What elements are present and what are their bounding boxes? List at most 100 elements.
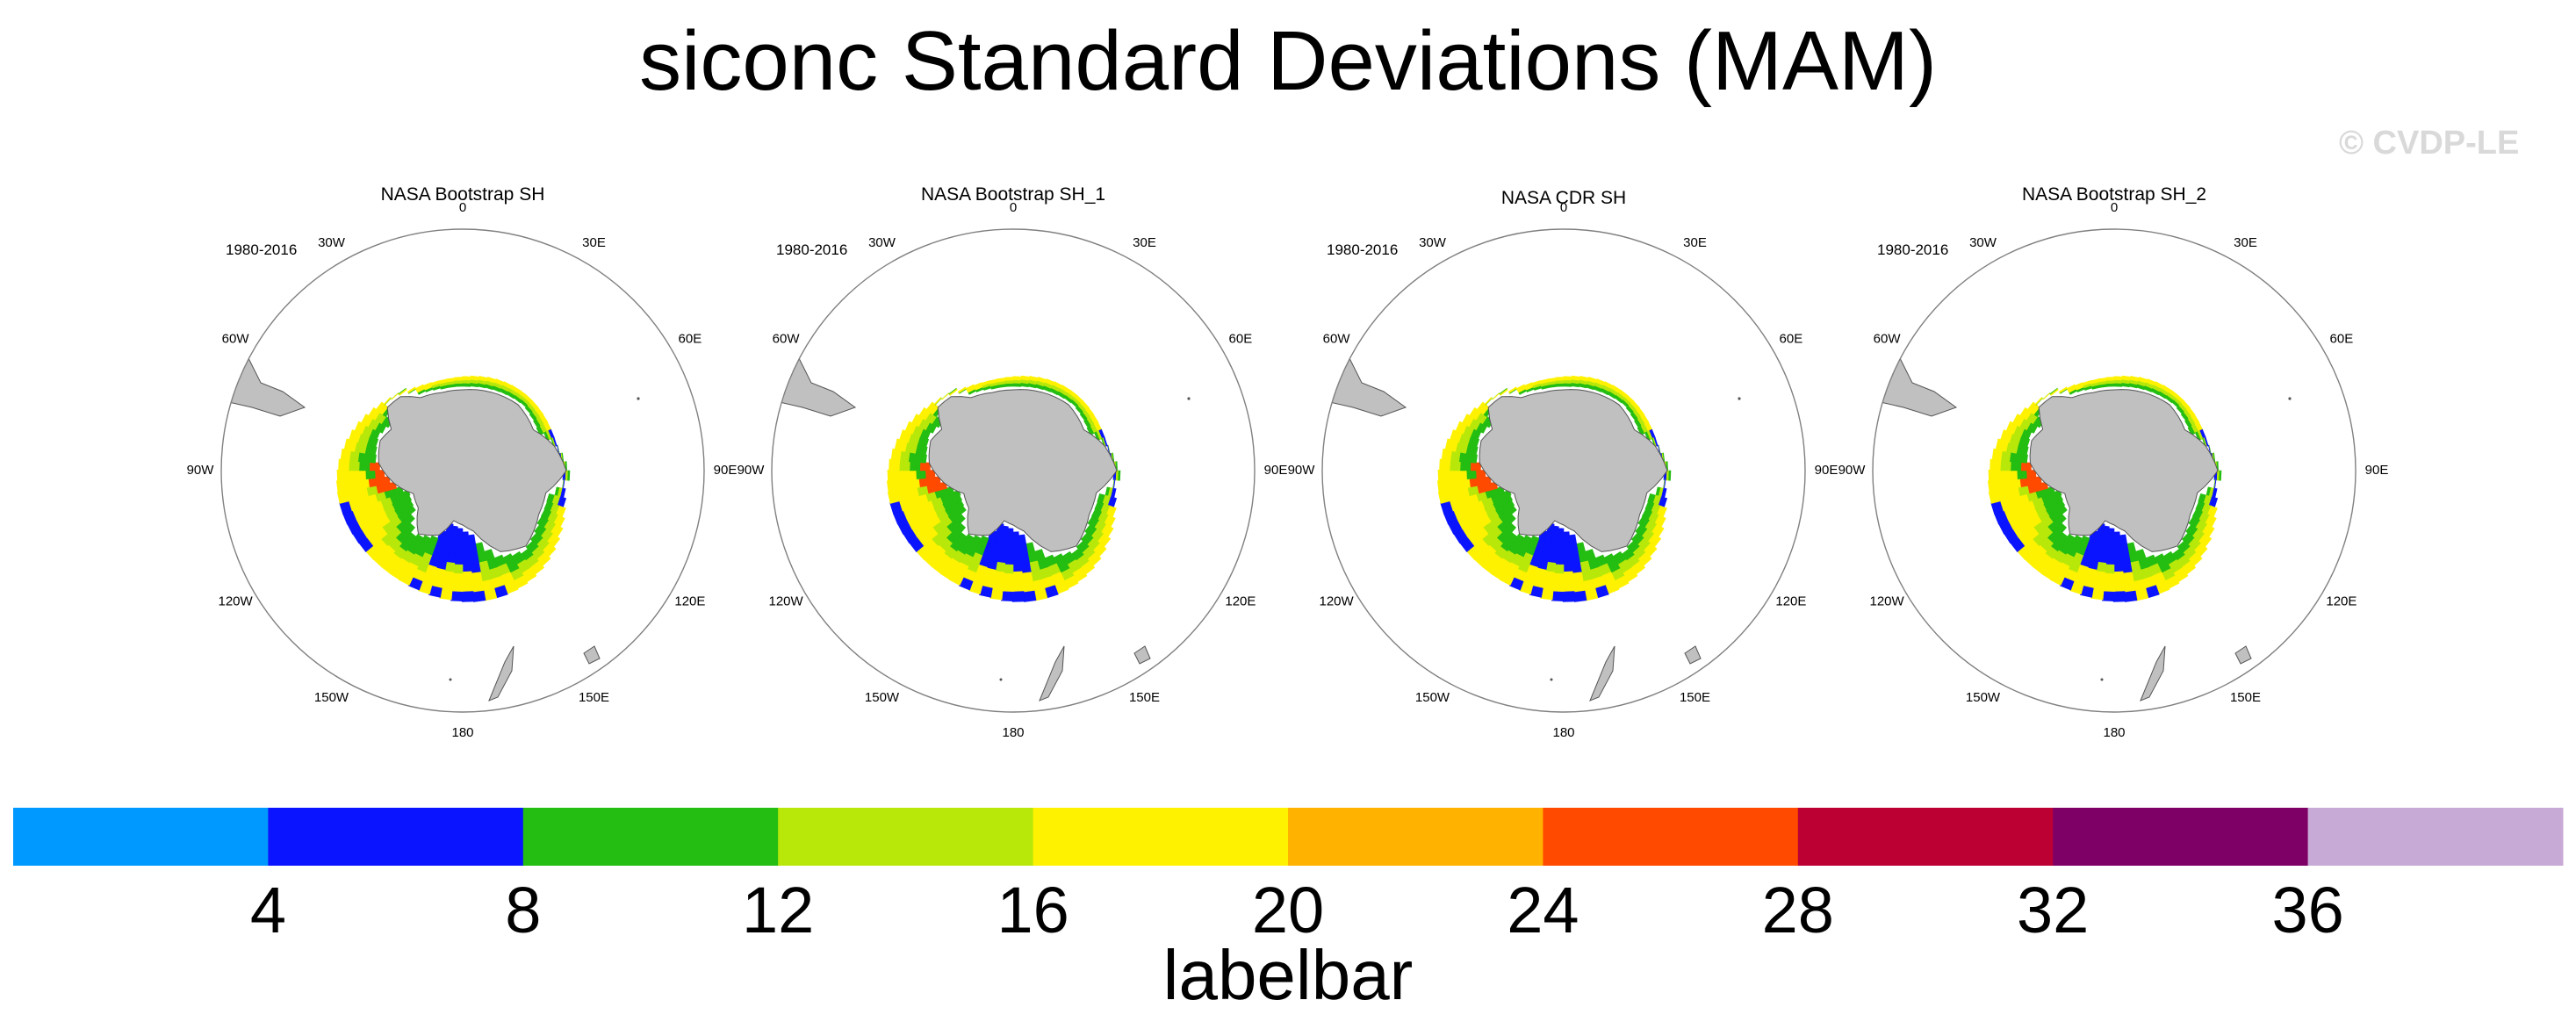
siconc-cell: [335, 479, 349, 493]
siconc-cell: [418, 581, 433, 595]
siconc-cell: [1090, 414, 1099, 425]
siconc-cell: [450, 591, 464, 601]
panel-title: NASA CDR SH: [1501, 188, 1626, 208]
longitude-label: 0: [2111, 200, 2118, 215]
siconc-cell: [1439, 458, 1451, 471]
new-zealand-landmass: [488, 645, 514, 702]
siconc-cell: [461, 591, 475, 602]
island: [637, 397, 640, 400]
siconc-cell: [968, 581, 983, 595]
siconc-cell: [949, 389, 958, 396]
siconc-cell: [1630, 400, 1640, 411]
siconc-cell: [1012, 551, 1022, 563]
siconc-cell: [336, 469, 348, 482]
longitude-label: 120E: [1225, 594, 1256, 608]
siconc-cell: [471, 572, 483, 584]
siconc-cell: [2122, 572, 2134, 584]
siconc-cell: [462, 531, 470, 543]
map-panel: NASA Bootstrap SH_1 1980-2016 0 30E 60E 90E 12…: [738, 184, 1288, 740]
longitude-label: 120W: [1870, 594, 1905, 608]
siconc-cell: [343, 438, 357, 452]
siconc-cell: [428, 585, 443, 598]
longitude-label: 120E: [2326, 594, 2357, 608]
siconc-cell: [1476, 401, 1486, 413]
siconc-cell: [2101, 591, 2115, 601]
siconc-cell: [958, 577, 974, 591]
siconc-cell: [462, 571, 473, 583]
island: [1738, 397, 1741, 400]
siconc-cell: [470, 562, 481, 574]
siconc-cell: [1507, 386, 1517, 393]
siconc-cell: [896, 479, 910, 492]
siconc-cell: [346, 479, 360, 492]
siconc-cell: [2016, 470, 2027, 479]
siconc-cell: [1991, 448, 2003, 462]
siconc-cell: [1484, 397, 1493, 406]
panel-period: 1980-2016: [1327, 241, 1398, 258]
siconc-cell: [1085, 407, 1095, 418]
labelbar-tick: 12: [742, 874, 814, 946]
longitude-label: 30E: [1133, 235, 1156, 250]
siconc-cell: [2113, 541, 2122, 553]
labelbar-tick: 36: [2271, 874, 2343, 946]
siconc-cell: [1437, 469, 1449, 482]
siconc-cell: [887, 490, 901, 504]
siconc-cell: [1000, 591, 1014, 601]
siconc-cell: [1455, 421, 1468, 435]
longitude-label: 150W: [1415, 690, 1450, 705]
siconc-cell: [1997, 470, 2009, 481]
siconc-cell: [2121, 562, 2133, 574]
siconc-cell: [1012, 531, 1020, 543]
siconc-cell: [1023, 590, 1037, 602]
siconc-cell: [1572, 581, 1586, 594]
map-body: [1873, 229, 2356, 712]
siconc-cell: [469, 552, 479, 565]
labelbar-segment: [13, 808, 269, 866]
siconc-cell: [2090, 588, 2105, 601]
siconc-cell: [889, 458, 901, 471]
siconc-cell: [2102, 582, 2115, 593]
siconc-cell: [1640, 414, 1650, 425]
siconc-cell: [1001, 582, 1014, 593]
siconc-cell: [1012, 376, 1023, 381]
longitude-label: 90W: [187, 463, 215, 478]
siconc-cell: [2059, 577, 2075, 591]
siconc-cell: [1562, 580, 1575, 593]
siconc-cell: [1997, 479, 2011, 492]
panel-period: 1980-2016: [226, 241, 297, 258]
labelbar-tick: 16: [997, 874, 1069, 946]
longitude-label: 90E: [2365, 463, 2389, 478]
siconc-field: [1987, 375, 2222, 602]
siconc-cell: [356, 470, 366, 480]
labelbar-segment: [2307, 808, 2564, 866]
siconc-cell: [2026, 401, 2037, 413]
siconc-cell: [462, 376, 472, 381]
longitude-label: 120W: [1320, 594, 1355, 608]
longitude-label: 180: [1552, 725, 1574, 740]
siconc-cell: [1508, 577, 1524, 591]
longitude-label: 30E: [582, 235, 606, 250]
longitude-label: 150E: [2230, 690, 2261, 705]
siconc-cell: [2005, 421, 2018, 435]
siconc-cell: [354, 421, 367, 435]
siconc-cell: [2042, 392, 2051, 400]
siconc-cell: [890, 448, 902, 462]
siconc-cell: [339, 500, 352, 515]
siconc-cell: [451, 572, 464, 584]
siconc-cell: [529, 400, 539, 411]
siconc-cell: [349, 429, 362, 443]
tasmania-landmass: [1684, 645, 1702, 665]
siconc-cell: [539, 414, 549, 425]
longitude-label: 90E: [1264, 463, 1288, 478]
labelbar-tick: 4: [250, 874, 286, 946]
siconc-cell: [1021, 572, 1033, 584]
longitude-label: 90E: [714, 463, 738, 478]
longitude-label: 60W: [1874, 331, 1902, 346]
antarctica-landmass: [2029, 389, 2219, 552]
longitude-label: 90W: [1838, 463, 1867, 478]
siconc-cell: [336, 490, 350, 504]
longitude-label: 90W: [738, 463, 766, 478]
siconc-cell: [894, 438, 908, 452]
island: [449, 678, 452, 681]
map-boundary: [771, 228, 1256, 713]
